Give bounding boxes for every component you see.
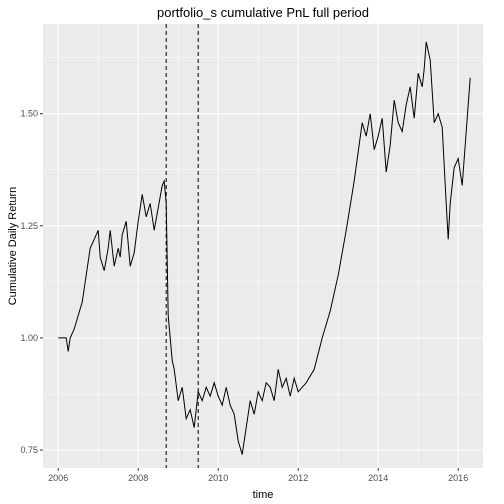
x-axis-title: time (253, 489, 274, 501)
y-tick-label: 0.75 (20, 445, 38, 455)
grid-major (43, 24, 483, 468)
chart-title: portfolio_s cumulative PnL full period (157, 5, 369, 20)
y-tick-label: 1.00 (20, 333, 38, 343)
x-tick-label: 2006 (48, 473, 68, 483)
x-tick-label: 2010 (208, 473, 228, 483)
series-line (58, 41, 471, 455)
x-tick-label: 2014 (368, 473, 388, 483)
y-tick-label: 1.25 (20, 221, 38, 231)
y-tick-label: 1.50 (20, 109, 38, 119)
y-axis: 0.75 1.00 1.25 1.50 (20, 109, 43, 455)
grid-minor (43, 24, 483, 468)
x-axis: 2006 2008 2010 2012 2014 2016 (48, 468, 468, 483)
x-tick-label: 2016 (448, 473, 468, 483)
y-axis-title: Cumulative Daily Return (7, 187, 19, 306)
vertical-reference-lines (165, 24, 199, 468)
x-tick-label: 2008 (128, 473, 148, 483)
x-tick-label: 2012 (288, 473, 308, 483)
